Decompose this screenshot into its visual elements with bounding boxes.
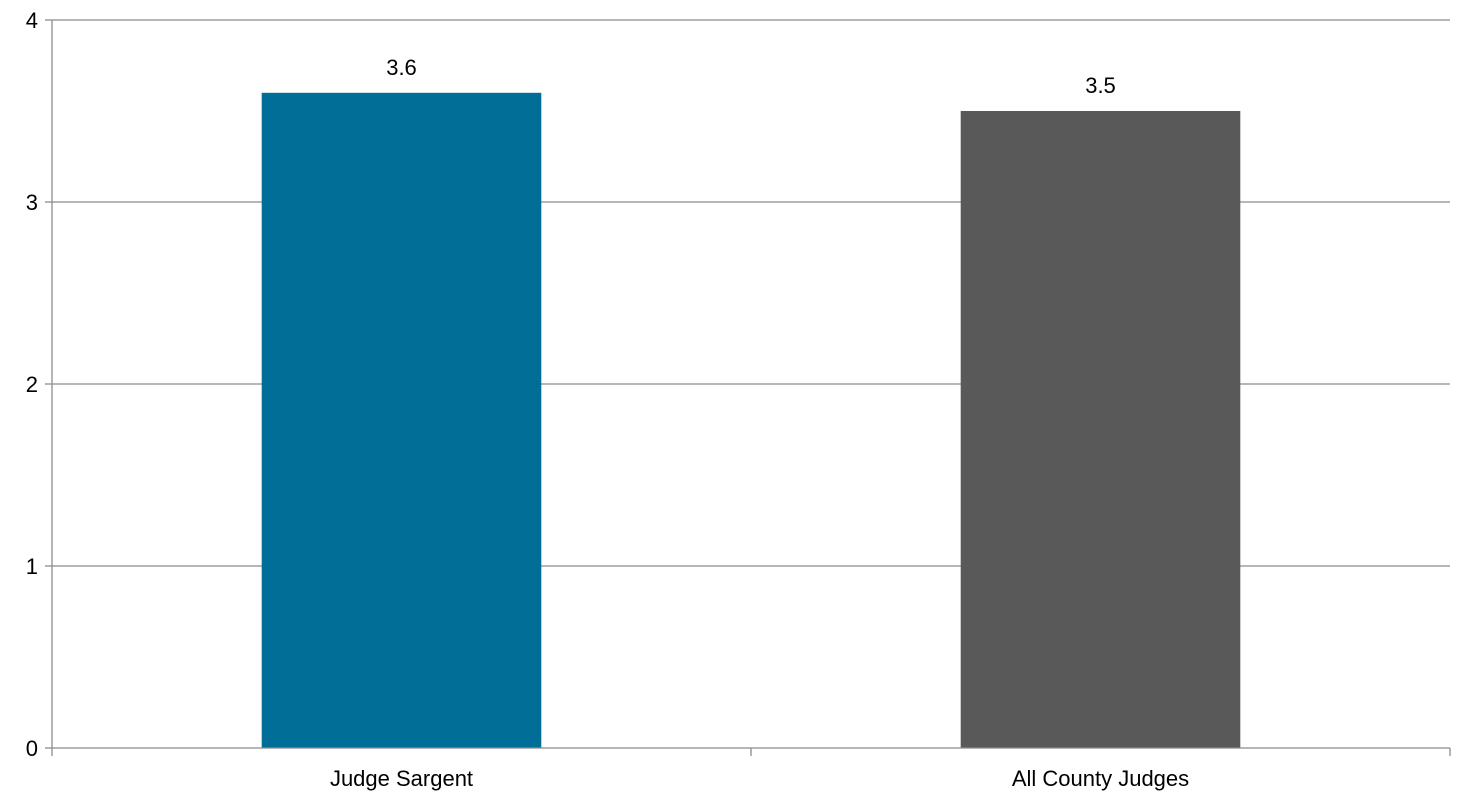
y-tick-label: 3: [26, 190, 38, 215]
axes: [45, 19, 1451, 756]
y-tick-label: 0: [26, 736, 38, 761]
y-tick-label: 2: [26, 372, 38, 397]
y-tick-label: 4: [26, 8, 38, 33]
bars: [261, 92, 1241, 749]
data-label: 3.6: [386, 55, 417, 80]
bar-0: [261, 92, 542, 749]
y-tick-labels: 0 1 2 3 4: [26, 8, 38, 761]
x-category-label: All County Judges: [1012, 766, 1189, 791]
y-tick-label: 1: [26, 554, 38, 579]
data-labels: 3.6 3.5: [386, 55, 1116, 98]
data-label: 3.5: [1085, 73, 1116, 98]
x-category-label: Judge Sargent: [330, 766, 473, 791]
x-category-labels: Judge Sargent All County Judges: [330, 766, 1189, 791]
bar-1: [960, 111, 1241, 748]
